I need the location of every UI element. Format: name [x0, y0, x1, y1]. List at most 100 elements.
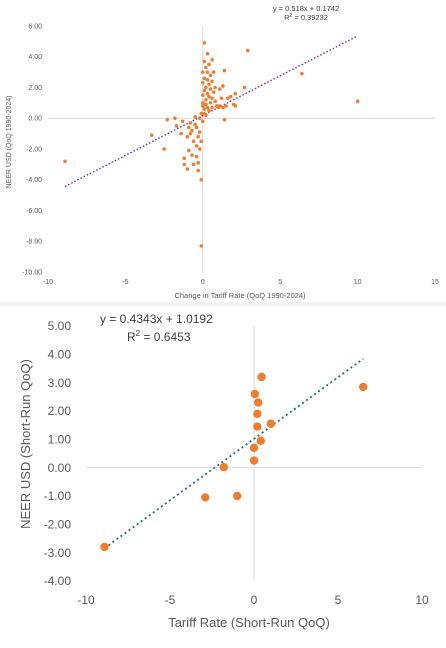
bot-data-point: [249, 443, 259, 453]
top-data-point: [190, 128, 194, 133]
top-y-tick-label: -10.00: [22, 269, 42, 276]
bottom-x-axis-title: Tariff Rate (Short-Run QoQ): [168, 615, 330, 630]
top-data-point: [201, 101, 205, 105]
top-data-point: [207, 62, 211, 67]
top-data-point: [193, 114, 197, 119]
top-data-point: [218, 87, 222, 91]
top-data-point: [204, 113, 208, 117]
chart-divider: [0, 302, 446, 306]
bot-data-point: [253, 422, 262, 431]
top-data-point: [201, 93, 205, 97]
top-y-tick-label: 2.00: [28, 85, 42, 92]
bottom-trendline-r-squared: R2 = 0.6453: [127, 329, 191, 344]
bot-x-tick-label: 10: [415, 593, 429, 607]
top-data-point: [162, 147, 166, 151]
top-data-point: [204, 98, 208, 102]
top-trendline-r-squared: R2 = 0.39232: [284, 13, 328, 22]
top-data-point: [165, 117, 169, 122]
bot-data-point: [249, 456, 259, 465]
top-data-point: [185, 167, 190, 171]
top-trendline: [64, 35, 358, 188]
top-data-point: [211, 90, 216, 94]
top-y-tick-labels: 6.00 4.00 2.00 0.00 -2.00 -4.00 -6.00 -8.00 -10.…: [22, 23, 42, 276]
top-data-point: [207, 94, 211, 99]
top-data-point: [201, 104, 205, 108]
top-data-point: [201, 81, 205, 85]
top-data-point: [173, 116, 177, 121]
top-data-point: [182, 156, 187, 161]
top-y-tick-label: -6.00: [26, 208, 42, 215]
bottom-data-points: [100, 372, 368, 552]
bot-data-point: [219, 462, 228, 472]
top-x-tick-label: 15: [431, 279, 439, 286]
top-data-point: [179, 131, 183, 136]
top-data-point: [197, 130, 202, 134]
top-y-tick-label: 6.00: [28, 23, 42, 30]
top-y-tick-label: 4.00: [28, 54, 42, 61]
top-data-point: [210, 96, 214, 101]
bot-y-tick-label: -4.00: [44, 574, 72, 588]
top-data-point: [188, 131, 193, 136]
top-scatter-svg: 6.00 4.00 2.00 0.00 -2.00 -4.00 -6.00 -8.00 -10.…: [6, 4, 439, 300]
top-data-point: [208, 87, 213, 91]
top-x-tick-label: -10: [43, 279, 53, 286]
top-data-point: [208, 73, 213, 77]
top-data-point: [213, 99, 217, 104]
top-data-point: [205, 105, 210, 110]
bot-y-tick-label: 5.00: [48, 319, 72, 333]
top-x-tick-label: 5: [278, 279, 282, 286]
top-data-point: [202, 59, 207, 64]
top-data-point: [193, 122, 197, 127]
top-data-point: [201, 70, 205, 74]
top-data-point: [197, 147, 202, 151]
bot-y-tick-label: 0.00: [48, 461, 72, 475]
top-data-point: [219, 96, 224, 101]
top-x-tick-label: -5: [122, 279, 128, 286]
top-data-point: [194, 125, 199, 130]
top-data-points: [63, 41, 360, 248]
bot-x-tick-label: -10: [77, 593, 95, 607]
top-data-point: [204, 65, 208, 70]
top-trendline-equation: y = 0.518x + 0.1742: [273, 4, 339, 13]
top-data-point: [233, 104, 238, 108]
top-data-point: [221, 105, 225, 110]
top-data-point: [245, 48, 250, 53]
top-data-point: [194, 154, 199, 159]
bot-data-point: [256, 436, 265, 445]
top-data-point: [207, 82, 211, 87]
top-data-point: [196, 168, 200, 173]
top-data-point: [205, 78, 210, 82]
top-data-point: [205, 70, 210, 74]
top-y-tick-label: -4.00: [26, 177, 42, 184]
bot-data-point: [100, 542, 109, 552]
top-data-point: [199, 139, 204, 144]
bot-data-point: [257, 372, 266, 382]
bot-y-tick-label: -2.00: [44, 518, 72, 532]
top-y-tick-label: 0.00: [28, 116, 42, 123]
top-data-point: [213, 85, 217, 90]
bot-y-tick-label: 1.00: [48, 433, 72, 447]
top-y-tick-label: -2.00: [26, 146, 42, 153]
top-data-point: [233, 91, 238, 96]
bot-data-point: [254, 398, 263, 407]
top-data-point: [199, 244, 204, 248]
top-scatter-chart: 6.00 4.00 2.00 0.00 -2.00 -4.00 -6.00 -8.00 -10.…: [0, 0, 446, 300]
top-data-point: [196, 161, 200, 165]
top-data-point: [182, 162, 187, 167]
top-data-point: [197, 116, 202, 121]
top-data-point: [210, 58, 214, 62]
bot-x-tick-label: -5: [165, 593, 176, 607]
top-data-point: [201, 119, 205, 124]
bot-data-point: [233, 491, 242, 501]
bot-x-tick-label: 0: [251, 593, 258, 607]
top-y-axis-title: NEER USD (QoQ 1990-2024): [6, 96, 13, 189]
top-y-tick-label: -8.00: [26, 239, 42, 246]
top-data-point: [242, 85, 247, 90]
bottom-plot-area: 5.00 4.00 3.00 2.00 1.00 0.00 -1.00 -2.00 -3.00 -…: [44, 319, 429, 607]
bottom-scatter-svg: 5.00 4.00 3.00 2.00 1.00 0.00 -1.00 -2.00 -3.00 -…: [18, 312, 429, 630]
top-data-point: [208, 101, 213, 105]
top-data-point: [202, 76, 207, 81]
top-data-point: [188, 121, 193, 125]
top-x-tick-labels: -10 -5 0 5 10 15: [43, 279, 439, 286]
top-x-axis-title: Change in Tariff Rate (QoQ 1990-2024): [174, 291, 306, 300]
